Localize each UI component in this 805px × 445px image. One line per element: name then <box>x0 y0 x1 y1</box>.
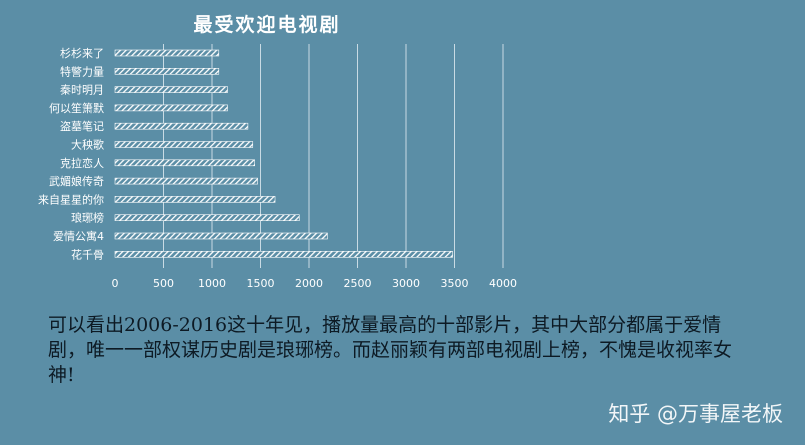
bar <box>114 214 300 221</box>
x-tick-label: 4000 <box>489 277 517 290</box>
x-tick-label: 3000 <box>392 277 420 290</box>
bar <box>114 196 276 203</box>
x-tick-label: 0 <box>112 277 119 290</box>
bar <box>114 86 228 93</box>
bars <box>114 49 453 258</box>
bar <box>114 141 254 148</box>
x-tick-label: 2000 <box>295 277 323 290</box>
bar <box>114 177 258 185</box>
category-label: 特警力量 <box>60 64 104 78</box>
chart-title: 最受欢迎电视剧 <box>193 13 340 36</box>
category-label: 武媚娘传奇 <box>49 174 104 188</box>
category-label: 大秧歌 <box>71 138 104 152</box>
x-tick-label: 500 <box>153 277 174 290</box>
bar <box>114 68 220 75</box>
x-tick-label: 1000 <box>198 277 226 290</box>
x-axis-tick-labels: 0 500 1000 1500 2000 2500 3000 3500 4000 <box>112 277 518 290</box>
x-tick-label: 1500 <box>247 277 275 290</box>
bar <box>114 122 249 130</box>
category-label: 来自星星的你 <box>38 192 104 206</box>
bar <box>114 159 255 167</box>
category-label: 盗墓笔记 <box>60 119 104 133</box>
category-label: 杉杉来了 <box>60 46 104 60</box>
bar <box>114 49 220 57</box>
gridlines <box>163 44 504 268</box>
category-label: 花千骨 <box>71 248 104 261</box>
category-label: 秦时明月 <box>60 83 104 97</box>
category-label: 琅琊榜 <box>71 211 104 225</box>
category-label: 爱情公寓4 <box>53 229 104 243</box>
category-label: 何以笙箫默 <box>49 101 104 115</box>
bar <box>114 232 328 240</box>
category-labels: 杉杉来了特警力量秦时明月何以笙箫默盗墓笔记大秧歌克拉恋人武媚娘传奇来自星星的你琅… <box>38 46 104 261</box>
bar <box>114 104 228 112</box>
bar-chart: 最受欢迎电视剧 杉杉来了特警力量秦时明月何以笙箫默盗墓笔记大秧歌克拉恋人武媚娘传… <box>38 13 518 290</box>
watermark: 知乎 @万事屋老板 <box>608 402 783 426</box>
x-tick-label: 3500 <box>441 277 469 290</box>
x-tick-label: 2500 <box>344 277 372 290</box>
category-label: 克拉恋人 <box>60 156 104 170</box>
bar <box>114 251 453 258</box>
caption-text: 可以看出2006-2016这十年见，播放量最高的十部影片，其中大部分都属于爱情剧… <box>48 314 733 386</box>
